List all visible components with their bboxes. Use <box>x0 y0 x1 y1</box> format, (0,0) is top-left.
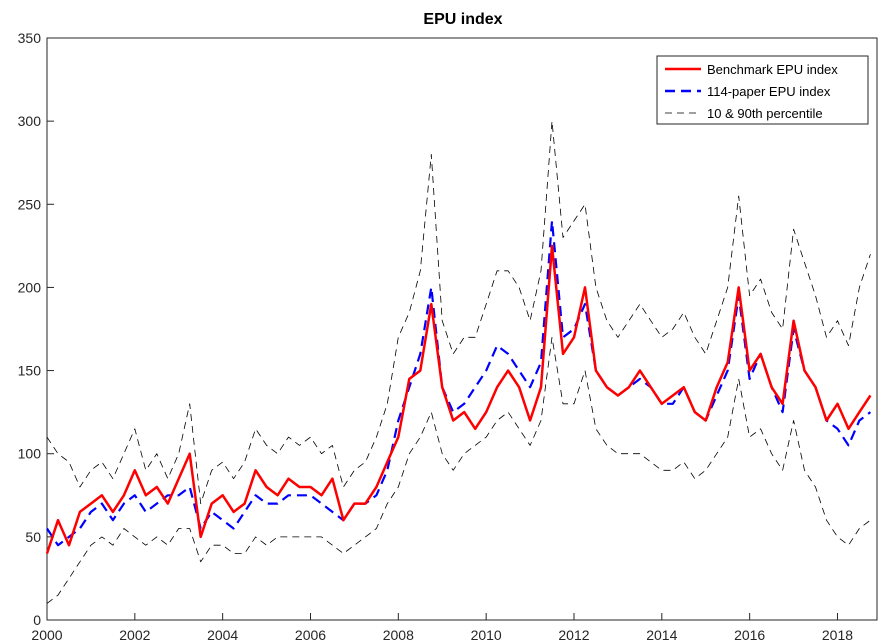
series-line <box>45 244 872 554</box>
y-tick-label: 50 <box>25 529 41 545</box>
y-tick-label: 250 <box>18 196 42 212</box>
x-tick-label: 2008 <box>383 627 414 643</box>
series-line <box>46 219 872 547</box>
series-line <box>46 336 871 604</box>
legend-label: 10 & 90th percentile <box>707 106 823 121</box>
x-tick-label: 2006 <box>295 627 326 643</box>
series-line <box>46 120 871 504</box>
x-tick-label: 2000 <box>31 627 62 643</box>
x-tick-label: 2004 <box>207 627 238 643</box>
y-tick-label: 350 <box>18 30 42 46</box>
legend-label: Benchmark EPU index <box>707 62 838 77</box>
x-tick-label: 2018 <box>822 627 853 643</box>
y-tick-label: 0 <box>33 612 41 628</box>
x-tick-label: 2012 <box>558 627 589 643</box>
plot-frame <box>46 37 878 621</box>
y-tick-label: 100 <box>18 446 42 462</box>
y-tick-label: 300 <box>18 113 42 129</box>
x-tick-label: 2014 <box>646 627 677 643</box>
legend-label: 114-paper EPU index <box>707 84 831 99</box>
chart-title: EPU index <box>423 11 502 28</box>
x-tick-label: 2002 <box>119 627 150 643</box>
x-tick-label: 2010 <box>471 627 502 643</box>
y-tick-label: 150 <box>18 363 42 379</box>
x-tick-label: 2016 <box>734 627 765 643</box>
y-tick-label: 200 <box>18 279 42 295</box>
